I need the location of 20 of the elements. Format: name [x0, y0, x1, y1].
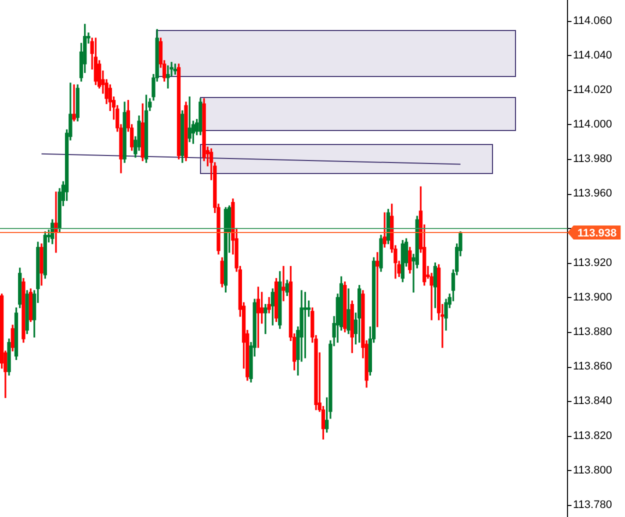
y-tick-label: 114.020 — [573, 84, 612, 96]
y-tick-label: 113.780 — [573, 498, 612, 511]
candlestick — [72, 84, 76, 122]
ref-line-label: 113.938 — [578, 228, 617, 240]
y-tick-label: 114.000 — [573, 118, 612, 131]
y-tick-label: 113.980 — [573, 153, 612, 166]
y-tick-label: 113.920 — [573, 256, 612, 269]
candlestick — [282, 266, 286, 302]
y-tick-label: 114.040 — [573, 49, 612, 62]
y-tick-label: 113.820 — [573, 430, 612, 442]
y-tick-label: 113.800 — [573, 464, 612, 476]
candlestick — [264, 304, 268, 334]
y-tick-label: 114.060 — [573, 14, 612, 27]
y-tick-label: 113.900 — [573, 291, 612, 304]
candlestick — [166, 65, 170, 89]
y-tick-label: 113.860 — [573, 360, 612, 373]
y-tick-label: 113.880 — [573, 326, 612, 338]
y-tick-label: 113.960 — [573, 188, 612, 200]
candlestick — [54, 192, 58, 253]
y-tick-label: 113.840 — [573, 395, 612, 408]
